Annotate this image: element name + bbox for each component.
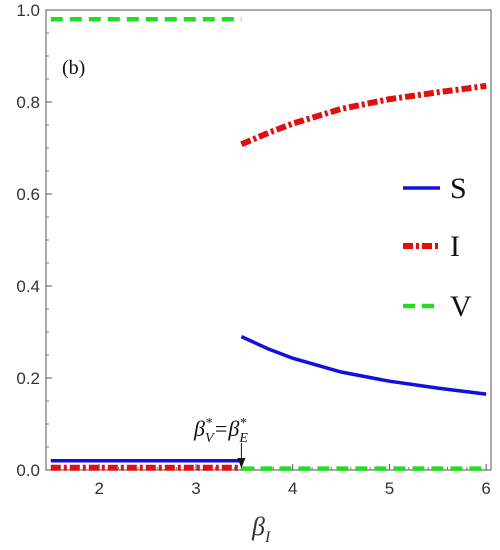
x-axis-label-base: β: [251, 512, 265, 541]
panel-label: (b): [62, 57, 85, 79]
annotation-arrow-head: [237, 458, 246, 468]
legend-V-label: V: [450, 290, 472, 323]
x-axis-label-sub: I: [264, 529, 271, 546]
series-I-line: [240, 82, 487, 148]
y-tick-label: 0.0: [16, 461, 40, 480]
x-axis-label: βI: [251, 512, 271, 546]
legend-S-label: S: [450, 172, 467, 205]
y-tick-label: 0.6: [16, 185, 40, 204]
y-tick-label: 1.0: [16, 1, 40, 20]
x-tick-label: 4: [288, 479, 297, 498]
x-tick-label: 6: [481, 479, 490, 498]
threshold-annotation: β* V=β* E: [193, 416, 248, 446]
y-tick-label: 0.2: [16, 369, 40, 388]
y-tick-label: 0.8: [16, 93, 40, 112]
x-tick-label: 3: [191, 479, 200, 498]
x-tick-label: 2: [94, 479, 103, 498]
series-S-line: [240, 335, 487, 396]
x-tick-label: 5: [385, 479, 394, 498]
legend-I-label: I: [450, 230, 460, 263]
plot-frame: [45, 9, 492, 471]
y-tick-label: 0.4: [16, 277, 40, 296]
